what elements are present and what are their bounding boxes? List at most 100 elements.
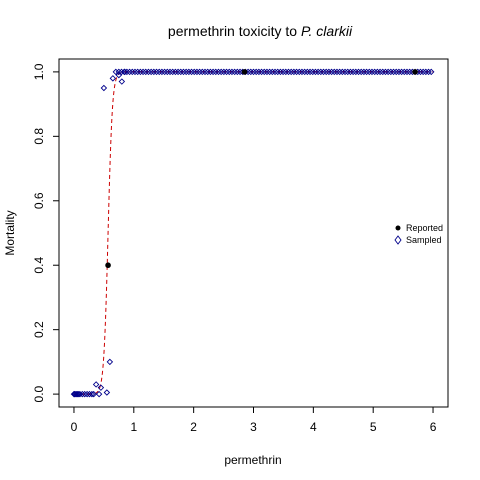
sampled-point — [150, 68, 158, 76]
x-tick-label: 4 — [310, 420, 317, 434]
x-tick-label: 6 — [430, 420, 437, 434]
sampled-point — [390, 68, 397, 76]
fit-curve-layer — [73, 71, 434, 395]
y-tick-label: 0.2 — [32, 321, 46, 338]
sampled-point — [320, 68, 327, 76]
sampled-point — [76, 390, 84, 398]
sampled-point — [234, 68, 241, 76]
sampled-point — [252, 68, 260, 76]
sampled-point — [263, 68, 271, 76]
sampled-point — [366, 68, 373, 76]
sampled-point — [212, 68, 220, 76]
sampled-point — [285, 68, 292, 76]
sampled-point — [199, 68, 206, 76]
sampled-point — [304, 68, 311, 76]
y-axis-title: Mortality — [3, 210, 17, 255]
points-layer — [70, 68, 435, 398]
sampled-point — [158, 68, 166, 76]
sampled-point — [349, 68, 357, 76]
sampled-point — [328, 68, 335, 76]
sampled-point — [147, 68, 155, 76]
sampled-point — [100, 84, 108, 92]
y-tick-label: 0.4 — [32, 257, 46, 274]
sampled-point — [86, 390, 93, 398]
sampled-point — [231, 68, 238, 76]
x-tick-label: 3 — [250, 420, 257, 434]
sampled-point — [339, 68, 346, 76]
sampled-point — [172, 68, 179, 76]
sampled-point — [223, 68, 230, 76]
sampled-point — [266, 68, 273, 76]
sampled-point — [103, 389, 111, 396]
sampled-point — [395, 68, 403, 76]
sampled-point — [177, 68, 185, 76]
sampled-point — [255, 68, 263, 76]
sampled-point — [357, 68, 365, 76]
sampled-point — [322, 68, 330, 76]
y-tick-label: 0.0 — [32, 385, 46, 402]
sampled-point — [174, 68, 182, 76]
sampled-point — [425, 68, 432, 76]
y-tick-label: 0.8 — [32, 128, 46, 145]
sampled-point — [236, 68, 244, 76]
sampled-point — [169, 68, 176, 76]
reported-point — [412, 69, 418, 75]
sampled-point — [215, 68, 222, 76]
sampled-point — [185, 68, 193, 76]
sampled-point — [156, 68, 163, 76]
sampled-point — [401, 68, 408, 76]
sampled-point — [131, 68, 139, 76]
sampled-point — [139, 68, 147, 76]
reported-point — [105, 262, 111, 269]
sampled-point — [121, 68, 129, 76]
reported-point — [241, 69, 248, 75]
sampled-point — [282, 68, 290, 76]
x-tick-label: 5 — [370, 420, 377, 434]
fit-curve — [73, 71, 434, 395]
plot-frame — [58, 58, 449, 408]
sampled-point — [261, 68, 268, 76]
sampled-point — [363, 68, 370, 76]
sampled-point — [360, 68, 368, 76]
sampled-point — [306, 68, 314, 76]
legend-reported-marker — [395, 225, 401, 231]
sampled-point — [226, 68, 233, 76]
sampled-point — [115, 71, 123, 79]
sampled-point — [217, 68, 225, 76]
sampled-point — [129, 68, 136, 76]
sampled-point — [317, 68, 325, 76]
sampled-point — [368, 68, 376, 76]
legend-sampled-marker — [394, 235, 402, 245]
y-tick-label: 1.0 — [32, 63, 46, 80]
sampled-point — [92, 381, 100, 388]
sampled-point — [83, 390, 91, 398]
chart-title-species: P. clarkii — [301, 23, 353, 39]
sampled-point — [374, 68, 381, 76]
sampled-point — [161, 68, 168, 76]
sampled-point — [406, 68, 413, 76]
sampled-point — [188, 68, 195, 76]
sampled-point — [109, 75, 117, 82]
sampled-point — [341, 68, 349, 76]
legend: Reported Sampled — [394, 223, 443, 245]
sampled-point — [90, 390, 97, 398]
sampled-point — [134, 68, 141, 76]
sampled-point — [422, 68, 430, 76]
sampled-point — [371, 68, 378, 76]
sampled-point — [207, 68, 214, 76]
sampled-point — [392, 68, 400, 76]
sampled-point — [290, 68, 298, 76]
sampled-point — [352, 68, 360, 76]
sampled-point — [384, 68, 392, 76]
sampled-point — [333, 68, 341, 76]
sampled-point — [123, 68, 131, 76]
sampled-point — [271, 68, 279, 76]
sampled-point — [191, 68, 198, 76]
x-tick-label: 2 — [190, 420, 197, 434]
sampled-point — [79, 390, 86, 398]
sampled-point — [95, 390, 103, 398]
chart-title: permethrin toxicity to P. clarkii — [168, 23, 353, 39]
sampled-point — [296, 68, 303, 76]
sampled-point — [81, 390, 88, 398]
